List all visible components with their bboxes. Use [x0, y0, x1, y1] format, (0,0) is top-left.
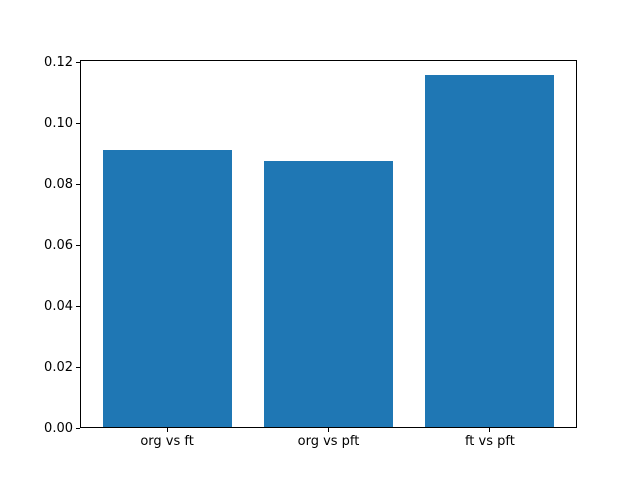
bar-ft-vs-pft [425, 75, 555, 428]
x-tick-label: ft vs pft [464, 434, 515, 449]
y-tick-label: 0.12 [44, 54, 73, 70]
x-tick-mark [328, 428, 329, 432]
y-tick-label: 0.04 [44, 298, 73, 314]
y-tick-label: 0.08 [44, 176, 73, 192]
x-tick-mark [489, 428, 491, 432]
y-tick-mark [76, 183, 80, 185]
y-tick-label: 0.06 [44, 237, 73, 253]
y-tick-label: 0.00 [44, 420, 73, 436]
y-tick-label: 0.10 [44, 115, 73, 131]
bar-org-vs-pft [264, 161, 394, 428]
x-tick-label: org vs ft [140, 434, 194, 449]
y-tick-label: 0.02 [44, 359, 73, 375]
x-tick-label: org vs pft [297, 434, 360, 449]
y-tick-mark [76, 366, 80, 368]
bar-org-vs-ft [102, 150, 232, 428]
y-tick-mark [76, 244, 80, 246]
y-tick-mark [76, 305, 80, 307]
x-tick-mark [166, 428, 168, 432]
y-tick-mark [76, 427, 80, 429]
y-tick-mark [76, 61, 80, 63]
y-tick-mark [76, 122, 80, 124]
